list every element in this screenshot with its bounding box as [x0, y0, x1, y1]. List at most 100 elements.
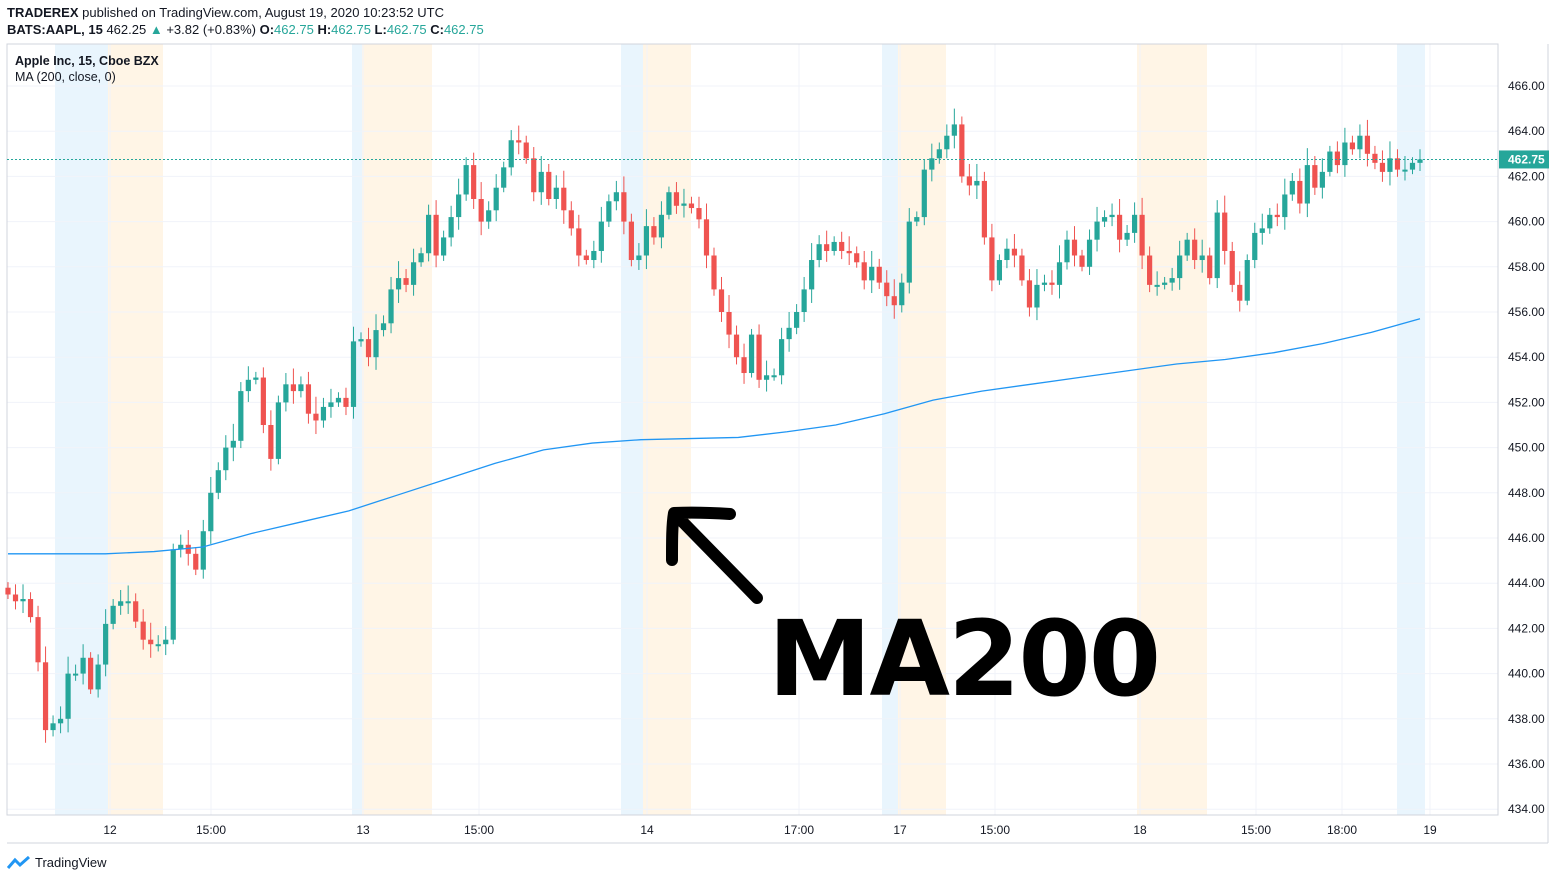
candle: [57, 706, 64, 734]
candle: [538, 156, 544, 205]
candle-body: [1327, 151, 1333, 172]
candle-body: [1154, 284, 1160, 287]
session-band: [1137, 44, 1207, 815]
candle: [305, 371, 312, 424]
candle-body: [733, 334, 740, 358]
candle: [365, 327, 372, 367]
x-tick-label: 15:00: [980, 823, 1010, 837]
candle: [208, 476, 214, 544]
x-tick-label: 15:00: [196, 823, 226, 837]
candle-body: [1162, 282, 1168, 285]
last-price: 462.25: [106, 22, 147, 37]
candle-body: [553, 187, 559, 199]
candle-body: [260, 377, 266, 425]
y-tick-label: 458.00: [1508, 260, 1545, 274]
x-tick-label: 17:00: [784, 823, 814, 837]
candle-body: [463, 165, 469, 195]
candle-body: [471, 165, 477, 199]
candle-body: [95, 664, 101, 690]
x-tick-label: 18:00: [1327, 823, 1357, 837]
candle-body: [1034, 284, 1040, 308]
candle-body: [65, 673, 71, 719]
candle: [441, 230, 447, 261]
candle: [981, 171, 987, 245]
candle-body: [1019, 255, 1025, 281]
candle: [155, 635, 161, 652]
candle-body: [35, 617, 41, 663]
candle: [1409, 157, 1416, 175]
candle-body: [1169, 278, 1175, 283]
candle-body: [478, 199, 484, 222]
ohlc-info: BATS:AAPL, 15 462.25 ▲ +3.82 (+0.83%) O:…: [7, 22, 484, 37]
candle: [651, 217, 657, 245]
candle-body: [110, 605, 116, 624]
series-title[interactable]: Apple Inc, 15, Cboe BZX: [15, 54, 159, 68]
candle-body: [223, 447, 229, 471]
candle-body: [441, 237, 447, 256]
candle-body: [831, 241, 837, 251]
candle: [448, 205, 454, 247]
candle: [471, 152, 477, 209]
candle: [1229, 241, 1235, 293]
candle-body: [268, 425, 274, 459]
indicator-title[interactable]: MA (200, close, 0): [15, 70, 116, 84]
candle-body: [523, 142, 529, 159]
candle: [794, 304, 800, 335]
candle: [1357, 124, 1363, 159]
candle-body: [350, 341, 357, 407]
candle-body: [696, 208, 702, 220]
candle-body: [163, 639, 169, 645]
candle-body: [238, 391, 244, 441]
candle: [1222, 195, 1228, 265]
candle-body: [531, 158, 537, 193]
candle: [1026, 269, 1033, 317]
candle: [606, 194, 612, 228]
candle: [456, 178, 462, 230]
candle-body: [741, 357, 747, 374]
candle: [1289, 173, 1295, 201]
candle: [1259, 213, 1265, 245]
candle: [350, 326, 357, 419]
candle-body: [448, 217, 454, 238]
candle-body: [936, 149, 942, 159]
candle: [403, 269, 409, 293]
candle: [373, 314, 379, 370]
candle-body: [583, 255, 589, 261]
y-tick-label: 460.00: [1508, 215, 1545, 229]
ma-line: [8, 318, 1421, 555]
candle: [1071, 226, 1078, 267]
candle: [215, 462, 221, 500]
candle-body: [959, 124, 965, 177]
candle-body: [290, 384, 297, 392]
candle-body: [1049, 282, 1055, 285]
candle: [358, 332, 364, 347]
y-tick-label: 462.00: [1508, 169, 1545, 183]
footer-brand: TradingView: [7, 855, 107, 870]
candle: [726, 295, 732, 349]
candle-body: [1372, 153, 1378, 163]
candle: [118, 589, 124, 615]
candle: [786, 312, 792, 352]
publish-info: TRADEREX published on TradingView.com, A…: [7, 5, 444, 20]
candle-body: [1199, 255, 1205, 261]
candle-body: [1252, 232, 1258, 261]
candle-body: [658, 214, 665, 238]
candle: [80, 644, 86, 685]
candle: [1004, 238, 1010, 269]
candle: [824, 230, 830, 262]
candle-body: [1312, 165, 1318, 188]
candle-body: [245, 379, 251, 392]
y-tick-label: 454.00: [1508, 350, 1545, 364]
candle: [125, 585, 131, 614]
candle: [591, 240, 597, 269]
candle-body: [861, 262, 867, 281]
x-tick-label: 17: [893, 823, 907, 837]
candle: [583, 249, 589, 265]
candle-body: [688, 203, 695, 209]
candle: [1094, 206, 1100, 252]
candle-body: [546, 171, 552, 199]
candle: [1011, 234, 1018, 268]
candle: [673, 182, 680, 214]
candle-body: [763, 375, 770, 380]
